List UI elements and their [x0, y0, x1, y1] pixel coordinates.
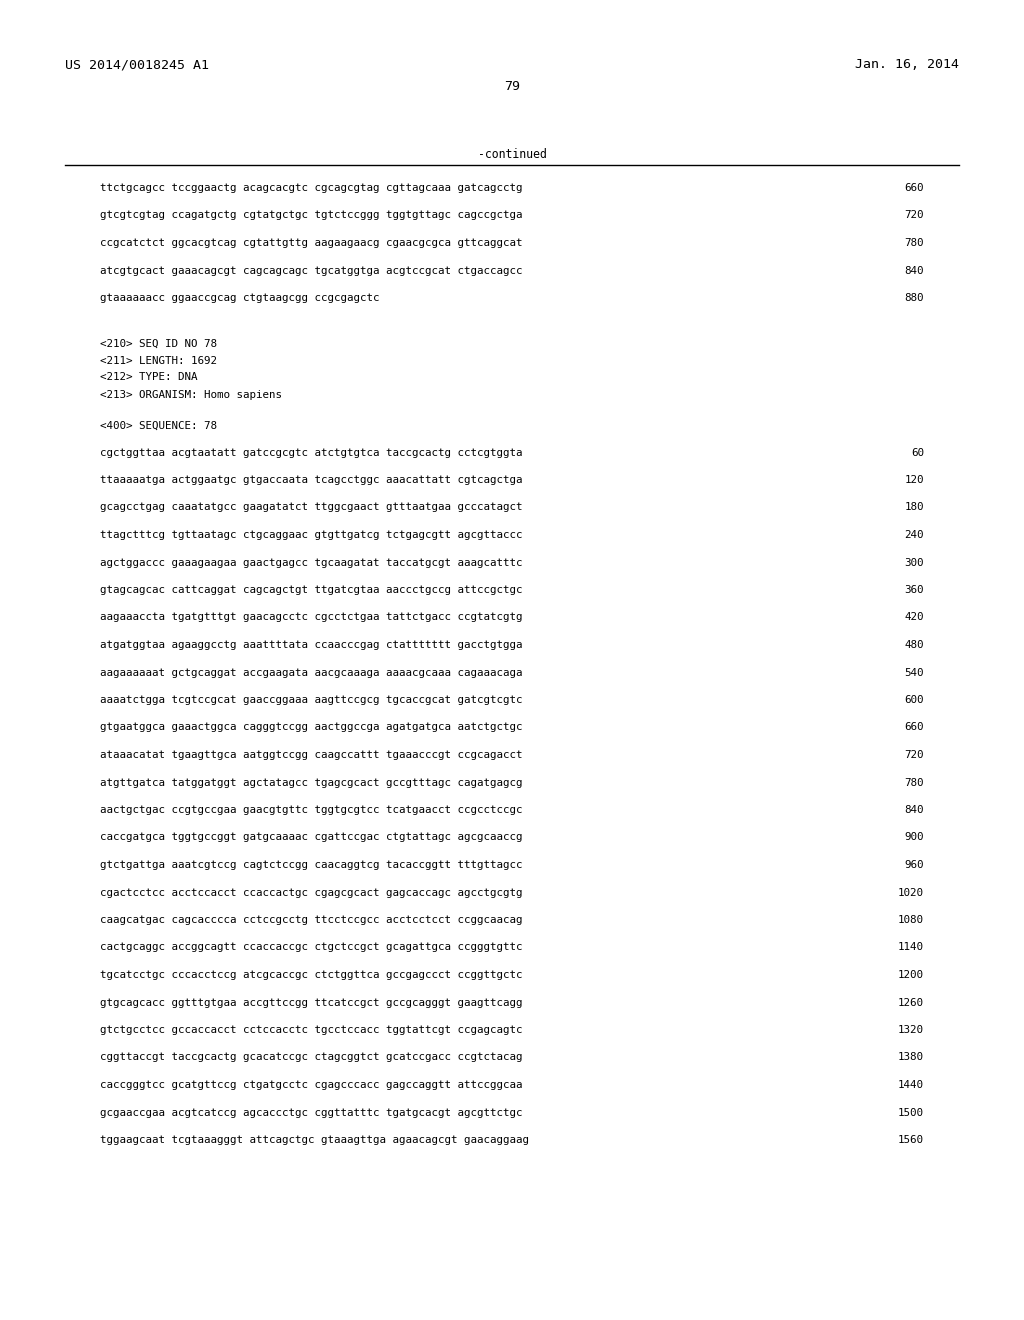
Text: gtaaaaaacc ggaaccgcag ctgtaagcgg ccgcgagctc: gtaaaaaacc ggaaccgcag ctgtaagcgg ccgcgag…	[100, 293, 380, 304]
Text: atgttgatca tatggatggt agctatagcc tgagcgcact gccgtttagc cagatgagcg: atgttgatca tatggatggt agctatagcc tgagcgc…	[100, 777, 522, 788]
Text: 480: 480	[904, 640, 924, 649]
Text: 79: 79	[504, 81, 520, 92]
Text: 360: 360	[904, 585, 924, 595]
Text: gtagcagcac cattcaggat cagcagctgt ttgatcgtaa aaccctgccg attccgctgc: gtagcagcac cattcaggat cagcagctgt ttgatcg…	[100, 585, 522, 595]
Text: 1560: 1560	[898, 1135, 924, 1144]
Text: tggaagcaat tcgtaaagggt attcagctgc gtaaagttga agaacagcgt gaacaggaag: tggaagcaat tcgtaaagggt attcagctgc gtaaag…	[100, 1135, 529, 1144]
Text: 420: 420	[904, 612, 924, 623]
Text: aagaaaccta tgatgtttgt gaacagcctc cgcctctgaa tattctgacc ccgtatcgtg: aagaaaccta tgatgtttgt gaacagcctc cgcctct…	[100, 612, 522, 623]
Text: 840: 840	[904, 805, 924, 814]
Text: 300: 300	[904, 557, 924, 568]
Text: agctggaccc gaaagaagaa gaactgagcc tgcaagatat taccatgcgt aaagcatttc: agctggaccc gaaagaagaa gaactgagcc tgcaaga…	[100, 557, 522, 568]
Text: 1260: 1260	[898, 998, 924, 1007]
Text: 1080: 1080	[898, 915, 924, 925]
Text: 240: 240	[904, 531, 924, 540]
Text: 1440: 1440	[898, 1080, 924, 1090]
Text: 900: 900	[904, 833, 924, 842]
Text: ccgcatctct ggcacgtcag cgtattgttg aagaagaacg cgaacgcgca gttcaggcat: ccgcatctct ggcacgtcag cgtattgttg aagaaga…	[100, 238, 522, 248]
Text: 780: 780	[904, 777, 924, 788]
Text: 880: 880	[904, 293, 924, 304]
Text: 1320: 1320	[898, 1026, 924, 1035]
Text: caagcatgac cagcacccca cctccgcctg ttcctccgcc acctcctcct ccggcaacag: caagcatgac cagcacccca cctccgcctg ttcctcc…	[100, 915, 522, 925]
Text: aaaatctgga tcgtccgcat gaaccggaaa aagttccgcg tgcaccgcat gatcgtcgtc: aaaatctgga tcgtccgcat gaaccggaaa aagttcc…	[100, 696, 522, 705]
Text: aactgctgac ccgtgccgaa gaacgtgttc tggtgcgtcc tcatgaacct ccgcctccgc: aactgctgac ccgtgccgaa gaacgtgttc tggtgcg…	[100, 805, 522, 814]
Text: caccgggtcc gcatgttccg ctgatgcctc cgagcccacc gagccaggtt attccggcaa: caccgggtcc gcatgttccg ctgatgcctc cgagccc…	[100, 1080, 522, 1090]
Text: <211> LENGTH: 1692: <211> LENGTH: 1692	[100, 355, 217, 366]
Text: 1020: 1020	[898, 887, 924, 898]
Text: cgctggttaa acgtaatatt gatccgcgtc atctgtgtca taccgcactg cctcgtggta: cgctggttaa acgtaatatt gatccgcgtc atctgtg…	[100, 447, 522, 458]
Text: atcgtgcact gaaacagcgt cagcagcagc tgcatggtga acgtccgcat ctgaccagcc: atcgtgcact gaaacagcgt cagcagcagc tgcatgg…	[100, 265, 522, 276]
Text: aagaaaaaat gctgcaggat accgaagata aacgcaaaga aaaacgcaaa cagaaacaga: aagaaaaaat gctgcaggat accgaagata aacgcaa…	[100, 668, 522, 677]
Text: 120: 120	[904, 475, 924, 484]
Text: ttaaaaatga actggaatgc gtgaccaata tcagcctggc aaacattatt cgtcagctga: ttaaaaatga actggaatgc gtgaccaata tcagcct…	[100, 475, 522, 484]
Text: caccgatgca tggtgccggt gatgcaaaac cgattccgac ctgtattagc agcgcaaccg: caccgatgca tggtgccggt gatgcaaaac cgattcc…	[100, 833, 522, 842]
Text: 720: 720	[904, 750, 924, 760]
Text: 1380: 1380	[898, 1052, 924, 1063]
Text: cgactcctcc acctccacct ccaccactgc cgagcgcact gagcaccagc agcctgcgtg: cgactcctcc acctccacct ccaccactgc cgagcgc…	[100, 887, 522, 898]
Text: tgcatcctgc cccacctccg atcgcaccgc ctctggttca gccgagccct ccggttgctc: tgcatcctgc cccacctccg atcgcaccgc ctctggt…	[100, 970, 522, 979]
Text: 180: 180	[904, 503, 924, 512]
Text: gtgaatggca gaaactggca cagggtccgg aactggccga agatgatgca aatctgctgc: gtgaatggca gaaactggca cagggtccgg aactggc…	[100, 722, 522, 733]
Text: cggttaccgt taccgcactg gcacatccgc ctagcggtct gcatccgacc ccgtctacag: cggttaccgt taccgcactg gcacatccgc ctagcgg…	[100, 1052, 522, 1063]
Text: ttctgcagcc tccggaactg acagcacgtc cgcagcgtag cgttagcaaa gatcagcctg: ttctgcagcc tccggaactg acagcacgtc cgcagcg…	[100, 183, 522, 193]
Text: 1200: 1200	[898, 970, 924, 979]
Text: 660: 660	[904, 183, 924, 193]
Text: 600: 600	[904, 696, 924, 705]
Text: gtcgtcgtag ccagatgctg cgtatgctgc tgtctccggg tggtgttagc cagccgctga: gtcgtcgtag ccagatgctg cgtatgctgc tgtctcc…	[100, 210, 522, 220]
Text: -continued: -continued	[477, 148, 547, 161]
Text: <213> ORGANISM: Homo sapiens: <213> ORGANISM: Homo sapiens	[100, 389, 282, 400]
Text: gtctgattga aaatcgtccg cagtctccgg caacaggtcg tacaccggtt tttgttagcc: gtctgattga aaatcgtccg cagtctccgg caacagg…	[100, 861, 522, 870]
Text: 60: 60	[911, 447, 924, 458]
Text: ataaacatat tgaagttgca aatggtccgg caagccattt tgaaacccgt ccgcagacct: ataaacatat tgaagttgca aatggtccgg caagcca…	[100, 750, 522, 760]
Text: 1500: 1500	[898, 1107, 924, 1118]
Text: gtctgcctcc gccaccacct cctccacctc tgcctccacc tggtattcgt ccgagcagtc: gtctgcctcc gccaccacct cctccacctc tgcctcc…	[100, 1026, 522, 1035]
Text: 540: 540	[904, 668, 924, 677]
Text: 840: 840	[904, 265, 924, 276]
Text: US 2014/0018245 A1: US 2014/0018245 A1	[65, 58, 209, 71]
Text: 720: 720	[904, 210, 924, 220]
Text: gtgcagcacc ggtttgtgaa accgttccgg ttcatccgct gccgcagggt gaagttcagg: gtgcagcacc ggtttgtgaa accgttccgg ttcatcc…	[100, 998, 522, 1007]
Text: gcgaaccgaa acgtcatccg agcaccctgc cggttatttc tgatgcacgt agcgttctgc: gcgaaccgaa acgtcatccg agcaccctgc cggttat…	[100, 1107, 522, 1118]
Text: cactgcaggc accggcagtt ccaccaccgc ctgctccgct gcagattgca ccgggtgttc: cactgcaggc accggcagtt ccaccaccgc ctgctcc…	[100, 942, 522, 953]
Text: <212> TYPE: DNA: <212> TYPE: DNA	[100, 372, 198, 383]
Text: <400> SEQUENCE: 78: <400> SEQUENCE: 78	[100, 421, 217, 430]
Text: ttagctttcg tgttaatagc ctgcaggaac gtgttgatcg tctgagcgtt agcgttaccc: ttagctttcg tgttaatagc ctgcaggaac gtgttga…	[100, 531, 522, 540]
Text: 960: 960	[904, 861, 924, 870]
Text: <210> SEQ ID NO 78: <210> SEQ ID NO 78	[100, 338, 217, 348]
Text: 780: 780	[904, 238, 924, 248]
Text: gcagcctgag caaatatgcc gaagatatct ttggcgaact gtttaatgaa gcccatagct: gcagcctgag caaatatgcc gaagatatct ttggcga…	[100, 503, 522, 512]
Text: 660: 660	[904, 722, 924, 733]
Text: atgatggtaa agaaggcctg aaattttata ccaacccgag ctattttttt gacctgtgga: atgatggtaa agaaggcctg aaattttata ccaaccc…	[100, 640, 522, 649]
Text: Jan. 16, 2014: Jan. 16, 2014	[855, 58, 959, 71]
Text: 1140: 1140	[898, 942, 924, 953]
